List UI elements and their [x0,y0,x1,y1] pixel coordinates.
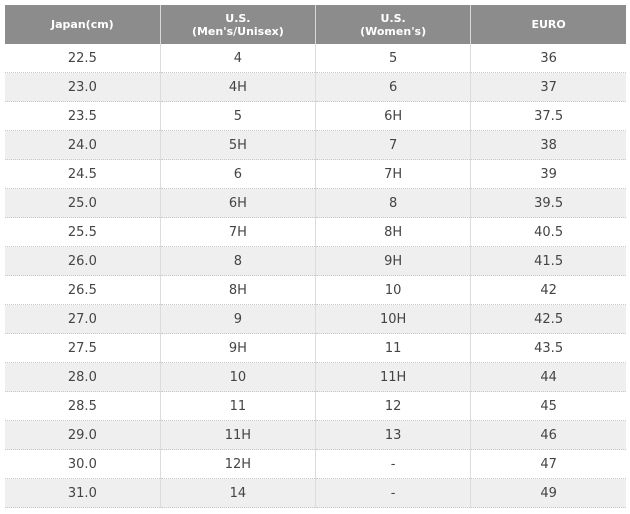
table-cell: 27.0 [5,304,161,334]
table-cell: 4 [160,44,317,73]
table-row: 22.5 4 5 36 [5,44,626,73]
table-cell: 9H [160,333,317,363]
header-row: Japan(cm) U.S. (Men's/Unisex) U.S. (Women's)… [5,5,626,44]
table-cell: 41.5 [470,246,626,276]
table-cell: 10H [315,304,472,334]
table-cell: 8 [160,246,317,276]
table-cell: 29.0 [5,420,161,450]
table-cell: 11H [315,362,472,392]
table-cell: 13 [315,420,472,450]
table-cell: 49 [470,478,626,508]
table-cell: 24.0 [5,130,161,160]
table-cell: 28.5 [5,391,161,421]
header-text: (Women's) [360,24,427,38]
table-cell: 7 [315,130,472,160]
table-cell: 39 [470,159,626,189]
header-text: Japan(cm) [51,18,114,31]
table-row: 24.0 5H 7 38 [5,130,626,160]
table-cell: 8H [160,275,317,305]
table-row: 23.5 5 6H 37.5 [5,101,626,131]
table-cell: 6H [315,101,472,131]
table-cell: 22.5 [5,44,161,73]
size-table: Japan(cm) U.S. (Men's/Unisex) U.S. (Women's)… [5,5,626,508]
table-cell: 42.5 [470,304,626,334]
table-cell: 39.5 [470,188,626,218]
table-cell: 47 [470,449,626,479]
table-cell: - [315,478,472,508]
table-cell: 37.5 [470,101,626,131]
header-cell: U.S. (Women's) [315,5,472,44]
table-row: 27.0 9 10H 42.5 [5,304,626,334]
header-cell: EURO [470,5,626,44]
table-cell: 42 [470,275,626,305]
table-cell: 36 [470,44,626,73]
table-cell: 7H [315,159,472,189]
table-row: 27.5 9H 11 43.5 [5,333,626,363]
table-cell: 30.0 [5,449,161,479]
table-cell: 12H [160,449,317,479]
table-row: 26.0 8 9H 41.5 [5,246,626,276]
table-cell: 4H [160,72,317,102]
table-row: 28.0 10 11H 44 [5,362,626,392]
table-row: 24.5 6 7H 39 [5,159,626,189]
table-cell: 6 [160,159,317,189]
table-cell: 38 [470,130,626,160]
table-row: 28.5 11 12 45 [5,391,626,421]
table-cell: 40.5 [470,217,626,247]
header-text: U.S. [225,11,251,25]
table-cell: 23.5 [5,101,161,131]
header-text: EURO [531,18,566,31]
table-cell: 11 [160,391,317,421]
table-cell: 45 [470,391,626,421]
table-row: 26.5 8H 10 42 [5,275,626,305]
table-cell: 11 [315,333,472,363]
table-cell: 10 [160,362,317,392]
table-row: 29.0 11H 13 46 [5,420,626,450]
table-cell: 9 [160,304,317,334]
table-cell: 25.0 [5,188,161,218]
table-cell: 31.0 [5,478,161,508]
header-cell: Japan(cm) [5,5,161,44]
table-cell: 5 [160,101,317,131]
table-cell: 28.0 [5,362,161,392]
table-cell: 26.0 [5,246,161,276]
table-cell: 9H [315,246,472,276]
table-cell: 11H [160,420,317,450]
table-cell: 37 [470,72,626,102]
table-row: 23.0 4H 6 37 [5,72,626,102]
table-cell: 24.5 [5,159,161,189]
table-cell: 5 [315,44,472,73]
table-row: 25.0 6H 8 39.5 [5,188,626,218]
table-cell: 6H [160,188,317,218]
table-cell: 44 [470,362,626,392]
table-cell: 6 [315,72,472,102]
table-cell: 46 [470,420,626,450]
table-cell: 23.0 [5,72,161,102]
table-row: 25.5 7H 8H 40.5 [5,217,626,247]
table-row: 31.0 14-49 [5,478,626,508]
table-cell: 25.5 [5,217,161,247]
table-cell: 10 [315,275,472,305]
table-cell: 27.5 [5,333,161,363]
table-cell: 7H [160,217,317,247]
table-cell: 5H [160,130,317,160]
table-row: 30.0 12H -47 [5,449,626,479]
table-cell: - [315,449,472,479]
table-cell: 43.5 [470,333,626,363]
table-cell: 12 [315,391,472,421]
table-cell: 8H [315,217,472,247]
table-cell: 14 [160,478,317,508]
table-body: 22.5 4 5 36 23.0 4H 6 37 23.5 5 6H 37.5 24.0 5H 7 38 24.… [5,44,626,508]
table-cell: 8 [315,188,472,218]
header-cell: U.S. (Men's/Unisex) [160,5,317,44]
table-header: Japan(cm) U.S. (Men's/Unisex) U.S. (Women's)… [5,5,626,44]
header-text: U.S. [380,11,406,25]
header-text: (Men's/Unisex) [191,24,284,38]
table-cell: 26.5 [5,275,161,305]
